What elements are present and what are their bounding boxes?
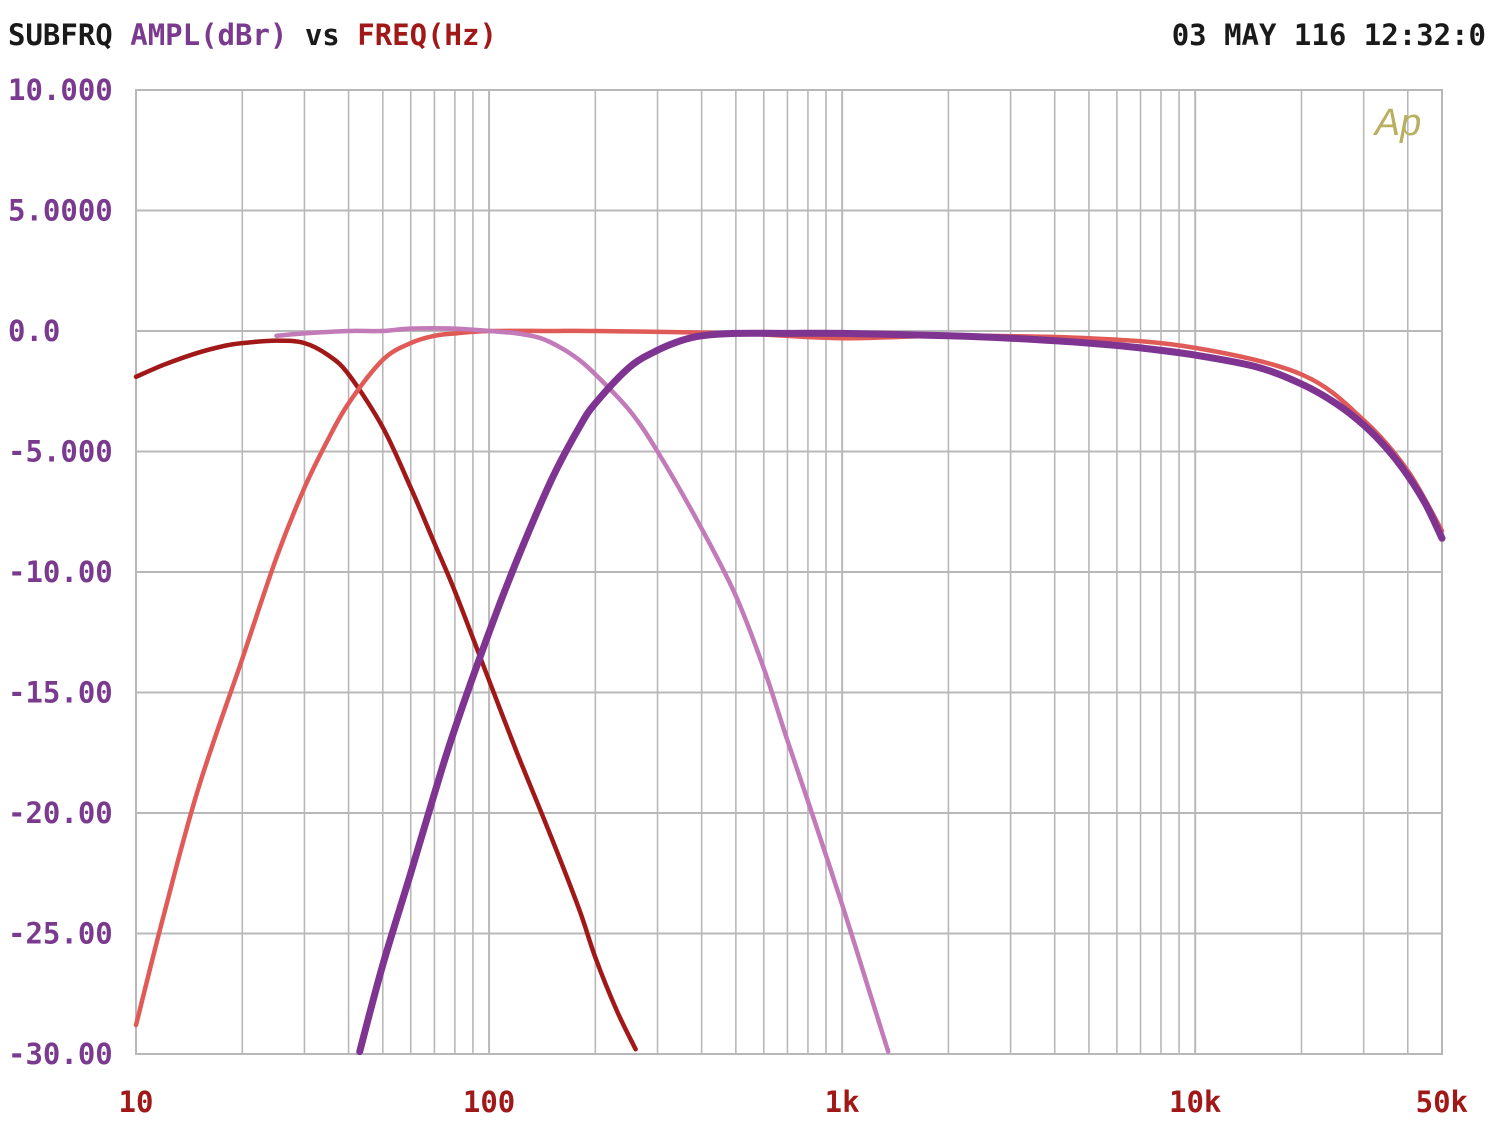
title-prefix: SUBFRQ	[8, 18, 113, 52]
title-vs: vs	[304, 18, 340, 52]
x-tick-label: 100	[463, 1085, 515, 1119]
y-tick-label: 0.0	[8, 314, 60, 348]
y-tick-label: -5.000	[8, 435, 113, 469]
chart-title: SUBFRQ AMPL(dBr) vs FREQ(Hz)	[8, 18, 497, 52]
x-tick-labels: 10 100 1k 10k 50k	[119, 1085, 1468, 1119]
x-tick-label: 1k	[825, 1085, 860, 1119]
timestamp: 03 MAY 116 12:32:0	[1171, 18, 1486, 52]
x-tick-label: 50k	[1416, 1085, 1468, 1119]
ap-logo: Ap	[1373, 102, 1421, 144]
series-layer	[133, 326, 1446, 1056]
title-y-quantity: AMPL(dBr)	[130, 18, 288, 52]
y-tick-label: -15.00	[8, 676, 113, 710]
series-line-3	[274, 326, 891, 1054]
title-x-quantity: FREQ(Hz)	[357, 18, 497, 52]
x-tick-label: 10	[119, 1085, 154, 1119]
series-line-1	[133, 338, 638, 1052]
y-tick-label: -30.00	[8, 1037, 113, 1071]
y-tick-label: 5.0000	[8, 194, 113, 228]
y-tick-label: -25.00	[8, 917, 113, 951]
plot-frame	[135, 89, 1443, 1055]
y-tick-label: -20.00	[8, 796, 113, 830]
x-tick-label: 10k	[1169, 1085, 1221, 1119]
y-tick-label: 10.000	[8, 73, 113, 107]
series-line-4	[356, 329, 1446, 1056]
y-tick-label: -10.00	[8, 555, 113, 589]
y-tick-labels: 10.000 5.0000 0.0 -5.000 -10.00 -15.00 -20.00 -…	[8, 73, 113, 1071]
